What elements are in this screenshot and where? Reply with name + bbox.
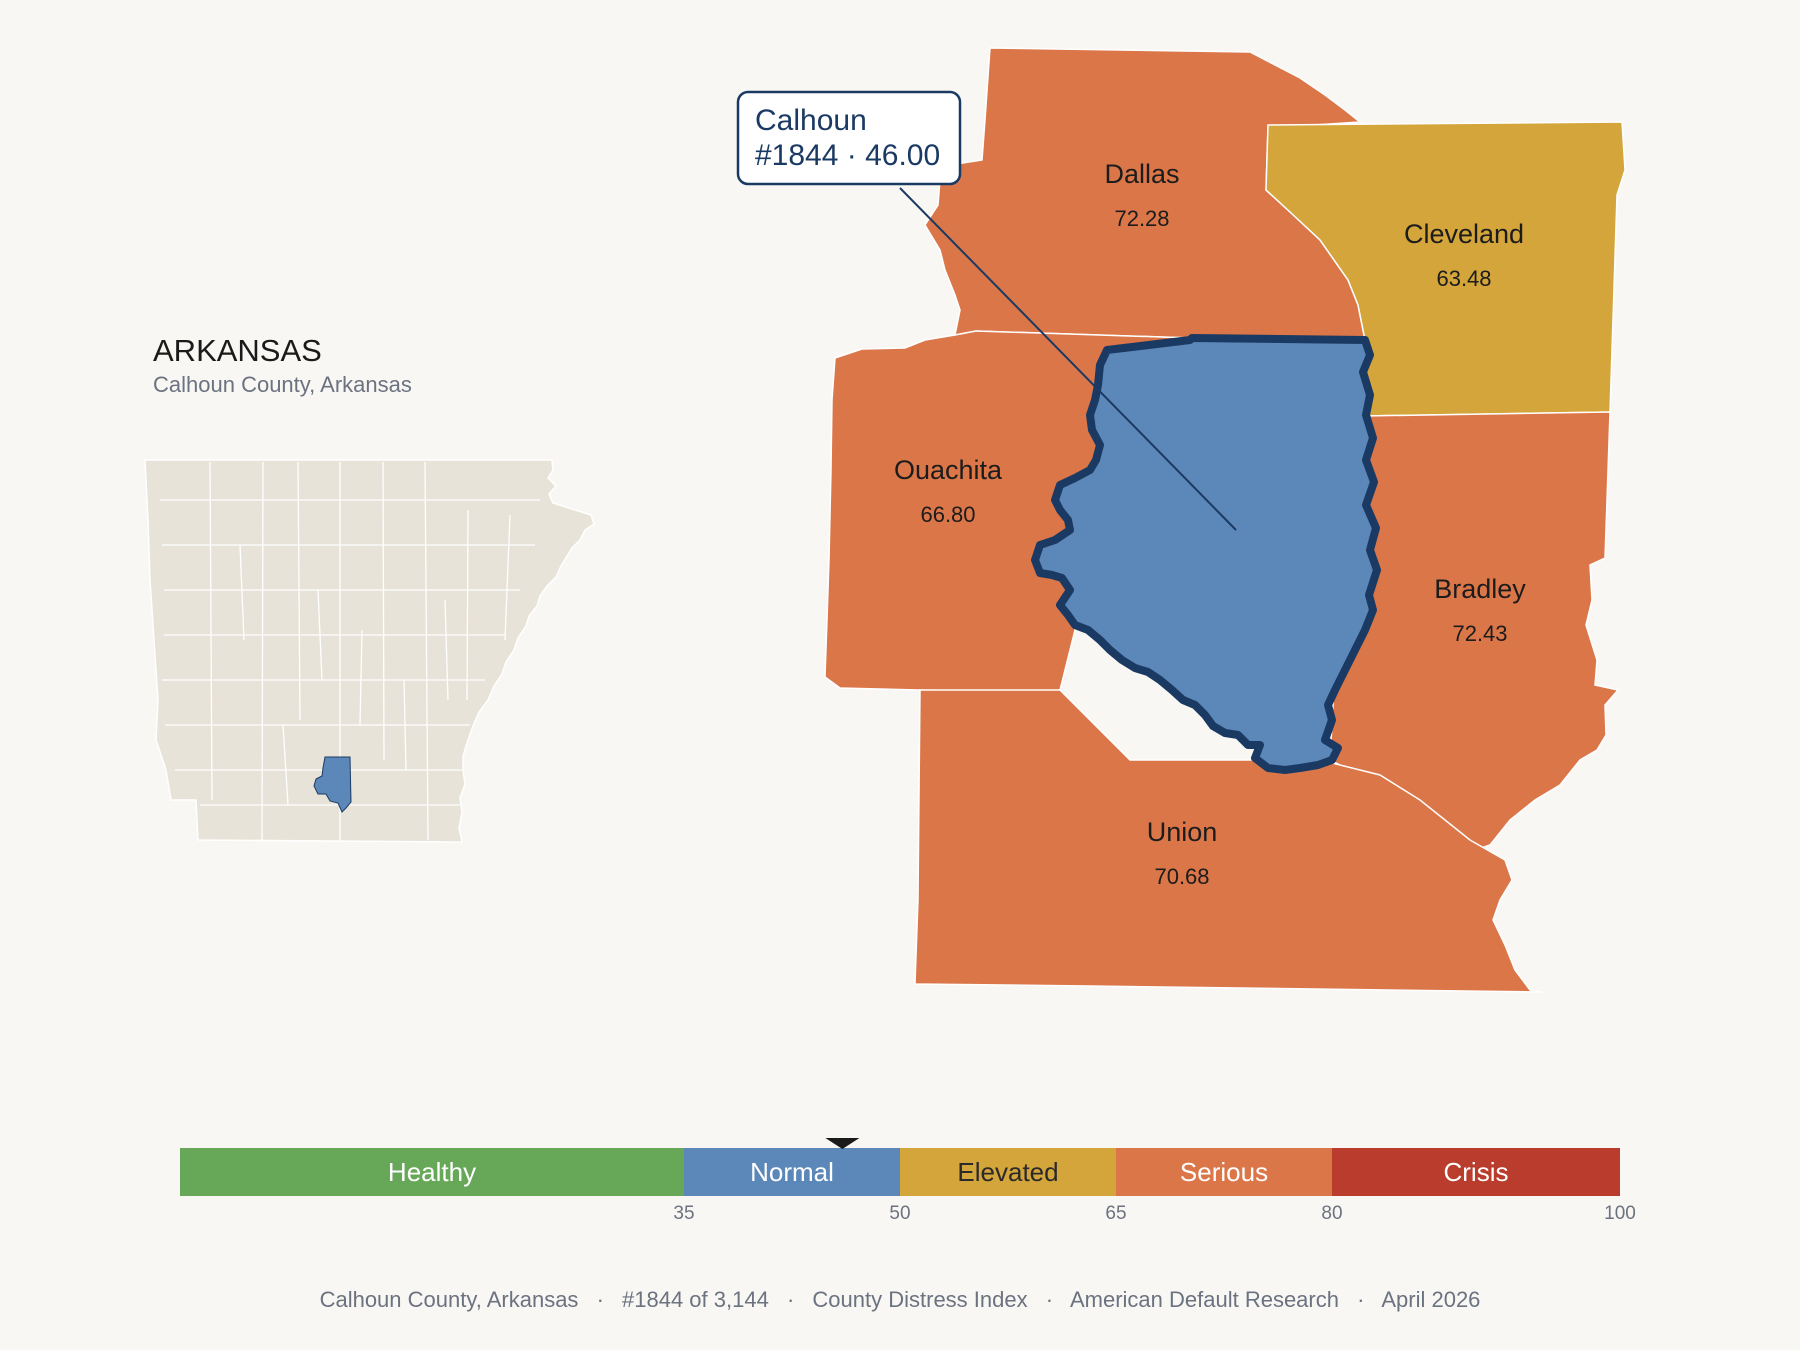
legend-tick-100: 100 [1604, 1203, 1636, 1224]
footer-date: April 2026 [1381, 1287, 1480, 1312]
label-cleveland-value: 63.48 [1436, 266, 1491, 291]
legend-band-label-serious: Serious [1180, 1157, 1268, 1187]
legend-tick-65: 65 [1105, 1203, 1126, 1224]
state-highlight-calhoun [313, 756, 352, 813]
legend-tick-50: 50 [889, 1203, 910, 1224]
legend-tick-80: 80 [1321, 1203, 1342, 1224]
state-subtitle: Calhoun County, Arkansas [153, 372, 412, 397]
callout: Calhoun #1844 · 46.00 [736, 90, 1237, 531]
footer-org: American Default Research [1070, 1287, 1339, 1312]
footer: Calhoun County, Arkansas · #1844 of 3,14… [320, 1287, 1481, 1312]
label-cleveland-name: Cleveland [1404, 219, 1524, 249]
legend-band-serious [1116, 1148, 1332, 1196]
legend-band-elevated [900, 1148, 1116, 1196]
legend-band-label-crisis: Crisis [1444, 1157, 1509, 1187]
callout-rank-value: #1844 · 46.00 [755, 139, 940, 172]
legend-band-label-elevated: Elevated [957, 1157, 1058, 1187]
footer-rank: #1844 of 3,144 [622, 1287, 769, 1312]
footer-sep-3: · [1046, 1287, 1053, 1312]
legend-bands: Healthy Normal Elevated Serious Crisis [180, 1148, 1620, 1196]
state-locator: ARKANSAS Calhoun County, Arkansas [144, 333, 595, 843]
label-union-name: Union [1147, 817, 1218, 847]
label-bradley-value: 72.43 [1452, 621, 1507, 646]
label-dallas-name: Dallas [1104, 159, 1179, 189]
label-bradley-name: Bradley [1434, 574, 1526, 604]
legend-band-label-normal: Normal [750, 1157, 834, 1187]
footer-sep-2: · [787, 1287, 794, 1312]
county-map [824, 47, 1626, 993]
label-ouachita-name: Ouachita [894, 455, 1003, 485]
state-county-grid [160, 461, 540, 841]
legend: Healthy Normal Elevated Serious Crisis 35 50 6… [180, 1138, 1636, 1224]
label-union-value: 70.68 [1154, 864, 1209, 889]
label-ouachita-value: 66.80 [920, 502, 975, 527]
callout-box [736, 90, 962, 186]
legend-ticks: 35 50 65 80 100 [673, 1203, 1635, 1224]
callout-leader-line [899, 187, 1237, 531]
legend-tick-35: 35 [673, 1203, 694, 1224]
legend-band-normal [684, 1148, 900, 1196]
county-labels: Dallas 72.28 Cleveland 63.48 Ouachita 66… [894, 159, 1526, 889]
county-calhoun[interactable] [1031, 334, 1381, 774]
legend-band-healthy [180, 1148, 684, 1196]
footer-index: County Distress Index [812, 1287, 1027, 1312]
callout-county-name: Calhoun [755, 104, 867, 137]
state-outline [144, 459, 595, 843]
footer-county: Calhoun County, Arkansas [320, 1287, 579, 1312]
legend-band-label-healthy: Healthy [388, 1157, 476, 1187]
state-title: ARKANSAS [153, 333, 322, 368]
legend-marker [825, 1138, 860, 1149]
footer-sep-1: · [597, 1287, 604, 1312]
label-dallas-value: 72.28 [1114, 206, 1169, 231]
footer-sep-4: · [1357, 1287, 1364, 1312]
legend-band-crisis [1332, 1148, 1620, 1196]
